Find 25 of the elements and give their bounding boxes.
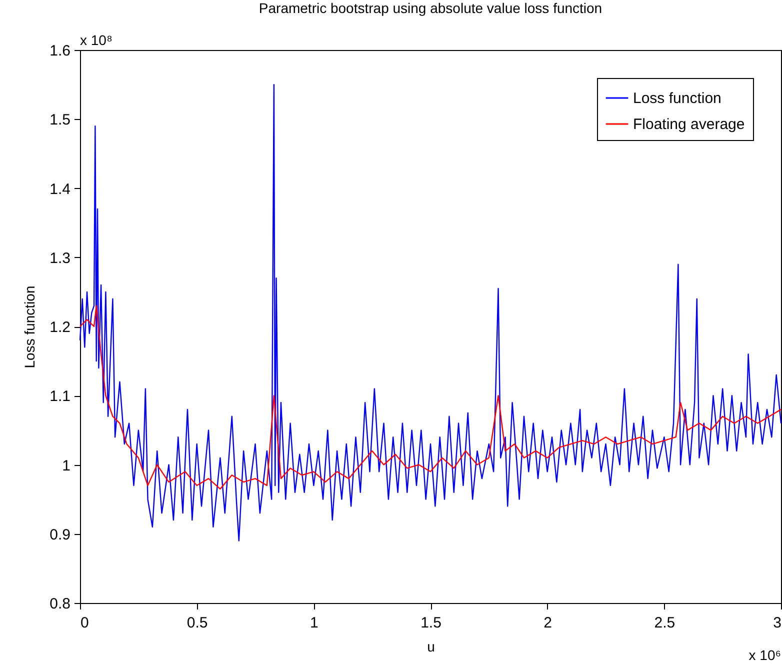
y-tick-label: 1.2	[50, 319, 70, 336]
x-axis-title: u	[427, 638, 435, 654]
y-tick-label: 1	[62, 457, 70, 474]
text: x 10⁶	[748, 647, 781, 663]
y-tick-label: 1.3	[50, 250, 70, 267]
legend-label: Floating average	[633, 116, 745, 133]
x-tick-label: 2.5	[654, 614, 676, 632]
x-tick-label: 0.5	[186, 614, 208, 632]
y-tick-label: 1.4	[50, 180, 70, 198]
y-tick-label: 0.9	[50, 526, 70, 544]
y-tick-label: 1.1	[50, 388, 70, 406]
chart-title: Parametric bootstrap using absolute value loss function	[258, 0, 602, 16]
x-tick-label: 0	[80, 614, 89, 632]
y-tick-label: 0.8	[50, 596, 70, 612]
y-tick-label: 1.6	[50, 42, 70, 60]
y-tick-label: 1.5	[50, 112, 70, 129]
line-series	[79, 84, 782, 542]
y-axis-title: Loss function	[22, 286, 38, 368]
x-tick-label: 2	[544, 614, 552, 632]
legend-label: Loss function	[633, 90, 722, 107]
x-tick-label: 1.5	[420, 614, 442, 632]
x-tick-label: 3	[773, 614, 782, 632]
x-tick-label: 1	[310, 614, 318, 632]
text: x 10⁸	[80, 32, 112, 48]
line-series	[79, 305, 782, 490]
